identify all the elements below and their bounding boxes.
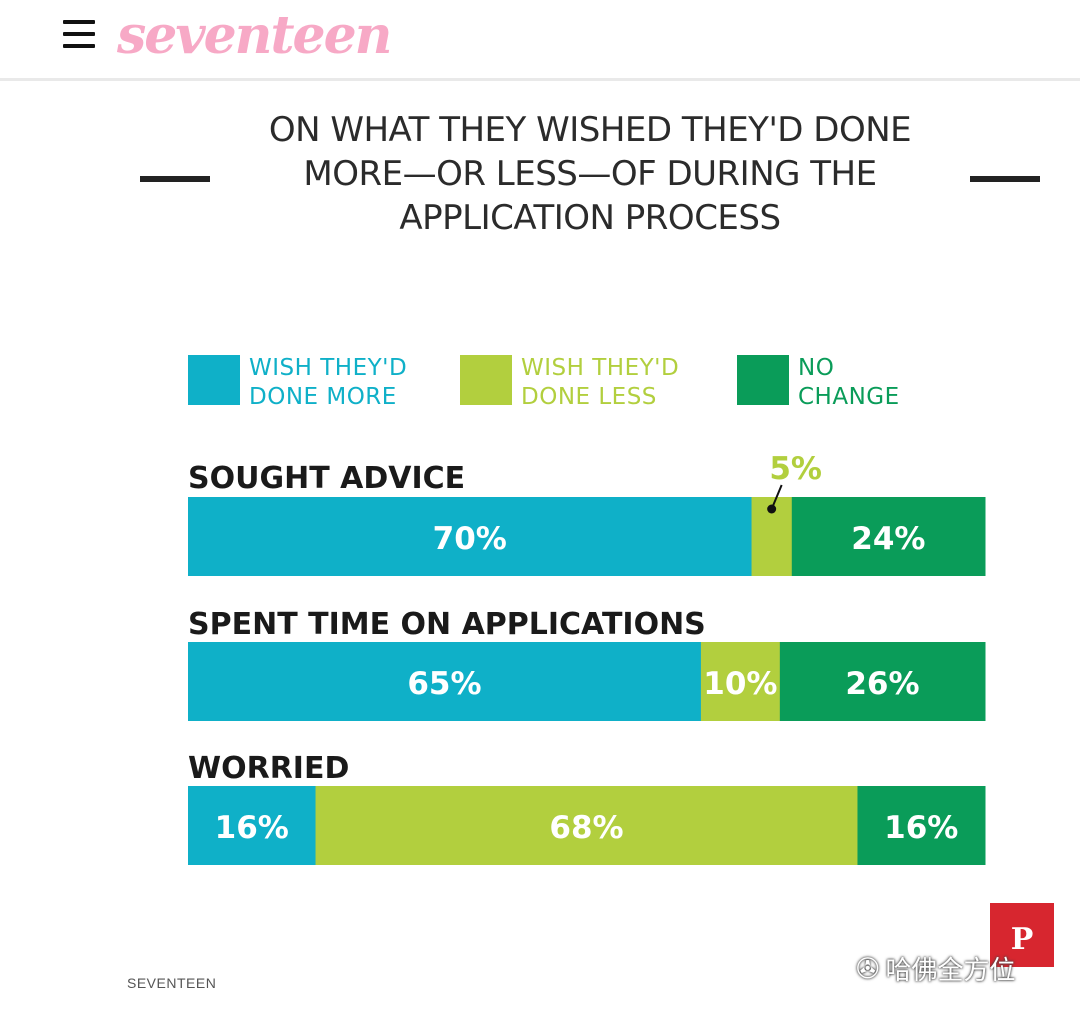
data-label-0-nochange: 24% bbox=[851, 521, 925, 557]
wechat-watermark: ✇ 哈佛全方位 bbox=[856, 950, 1015, 987]
bar-1-less bbox=[700, 642, 781, 721]
data-label-2-less: 68% bbox=[549, 810, 623, 846]
bar-1-nochange bbox=[779, 642, 986, 721]
pinterest-icon: P bbox=[1010, 922, 1034, 957]
data-label-2-more: 16% bbox=[215, 810, 289, 846]
title-dash-right bbox=[970, 176, 1040, 182]
site-header: seventeen bbox=[0, 0, 1080, 81]
hamburger-menu-icon[interactable] bbox=[63, 20, 95, 48]
category-label-2: WORRIED bbox=[188, 751, 349, 786]
category-label-0: SOUGHT ADVICE bbox=[188, 461, 465, 496]
bar-2-nochange bbox=[857, 786, 986, 865]
legend-label-less-line1: WISH THEY'D bbox=[521, 355, 679, 381]
data-label-1-less: 10% bbox=[703, 666, 777, 702]
data-label-1-more: 65% bbox=[407, 666, 481, 702]
legend-label-less-line2: DONE LESS bbox=[521, 384, 657, 410]
title-dash-left bbox=[140, 176, 210, 182]
watermark-text: 哈佛全方位 bbox=[885, 956, 1016, 986]
data-label-0-more: 70% bbox=[433, 521, 507, 557]
bar-0-nochange bbox=[791, 497, 986, 576]
pinterest-share-button[interactable]: P bbox=[990, 903, 1054, 967]
data-label-0-less: 5% bbox=[769, 451, 822, 487]
data-label-2-nochange: 16% bbox=[884, 810, 958, 846]
data-label-1-nochange: 26% bbox=[845, 666, 919, 702]
bar-2-less bbox=[315, 786, 858, 865]
bar-0-more bbox=[188, 497, 753, 576]
legend-label-nochange-line1: NO bbox=[798, 355, 834, 381]
legend-swatch-less bbox=[460, 355, 512, 405]
callout-line-0 bbox=[770, 484, 783, 510]
source-credit: SEVENTEEN bbox=[127, 975, 217, 991]
legend-label-more-line1: WISH THEY'D bbox=[249, 355, 407, 381]
bar-1-more bbox=[188, 642, 702, 721]
legend-label-nochange-line2: CHANGE bbox=[798, 384, 900, 410]
legend-swatch-nochange bbox=[737, 355, 789, 405]
category-label-1: SPENT TIME ON APPLICATIONS bbox=[188, 607, 706, 642]
seventeen-logo[interactable]: seventeen bbox=[117, 5, 392, 66]
legend-swatch-more bbox=[188, 355, 240, 405]
legend-label-more-line2: DONE MORE bbox=[249, 384, 397, 410]
wechat-icon: ✇ bbox=[856, 952, 880, 985]
chart-title: ON WHAT THEY WISHED THEY'D DONE MORE—OR … bbox=[268, 110, 912, 238]
bar-2-more bbox=[188, 786, 317, 865]
